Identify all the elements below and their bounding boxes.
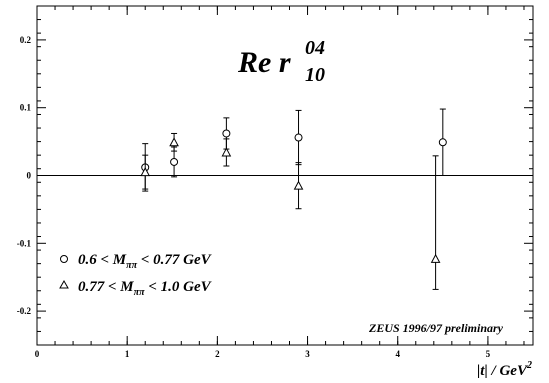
x-tick-label: 5 (486, 349, 491, 359)
legend: 0.6 < Mππ < 0.77 GeV 0.77 < Mππ < 1.0 Ge… (59, 252, 213, 298)
data-point-triangle (430, 253, 441, 263)
data-point-triangle (221, 147, 232, 157)
x-tick-label: 4 (395, 349, 400, 359)
data-point-circle (170, 157, 179, 166)
zeus-annotation: ZEUS 1996/97 preliminary (368, 321, 504, 335)
data-point-triangle (293, 180, 304, 190)
legend-entry-1: 0.6 < Mππ < 0.77 GeV (78, 252, 213, 271)
x-tick-label: 1 (125, 349, 130, 359)
legend-entry-2: 0.77 < Mππ < 1.0 GeV (78, 279, 213, 298)
legend-triangle-marker (59, 279, 69, 289)
legend-circle-marker (60, 255, 68, 263)
y-tick-label: 0.2 (20, 35, 32, 45)
x-axis-label: |t| / GeV2 (477, 360, 532, 379)
data-point-triangle (140, 167, 151, 177)
data-point-circle (222, 129, 231, 138)
chart-title: Re r (237, 46, 291, 79)
y-tick-label: -0.2 (17, 306, 32, 316)
data-point-circle (294, 133, 303, 142)
data-marks (140, 108, 447, 290)
x-tick-label: 2 (215, 349, 220, 359)
data-point-triangle (169, 137, 179, 147)
y-tick-label: -0.1 (17, 238, 32, 248)
title-superscript: 04 (305, 37, 325, 59)
x-tick-label: 0 (35, 349, 40, 359)
y-tick-label: 0 (27, 171, 32, 181)
y-tick-label: 0.1 (20, 103, 32, 113)
axes: 0 1 2 3 4 5 0.2 0.1 0 -0.1 -0.2 (17, 5, 533, 359)
data-point-circle (438, 138, 447, 147)
x-tick-label: 3 (305, 349, 310, 359)
title-subscript: 10 (305, 64, 325, 86)
